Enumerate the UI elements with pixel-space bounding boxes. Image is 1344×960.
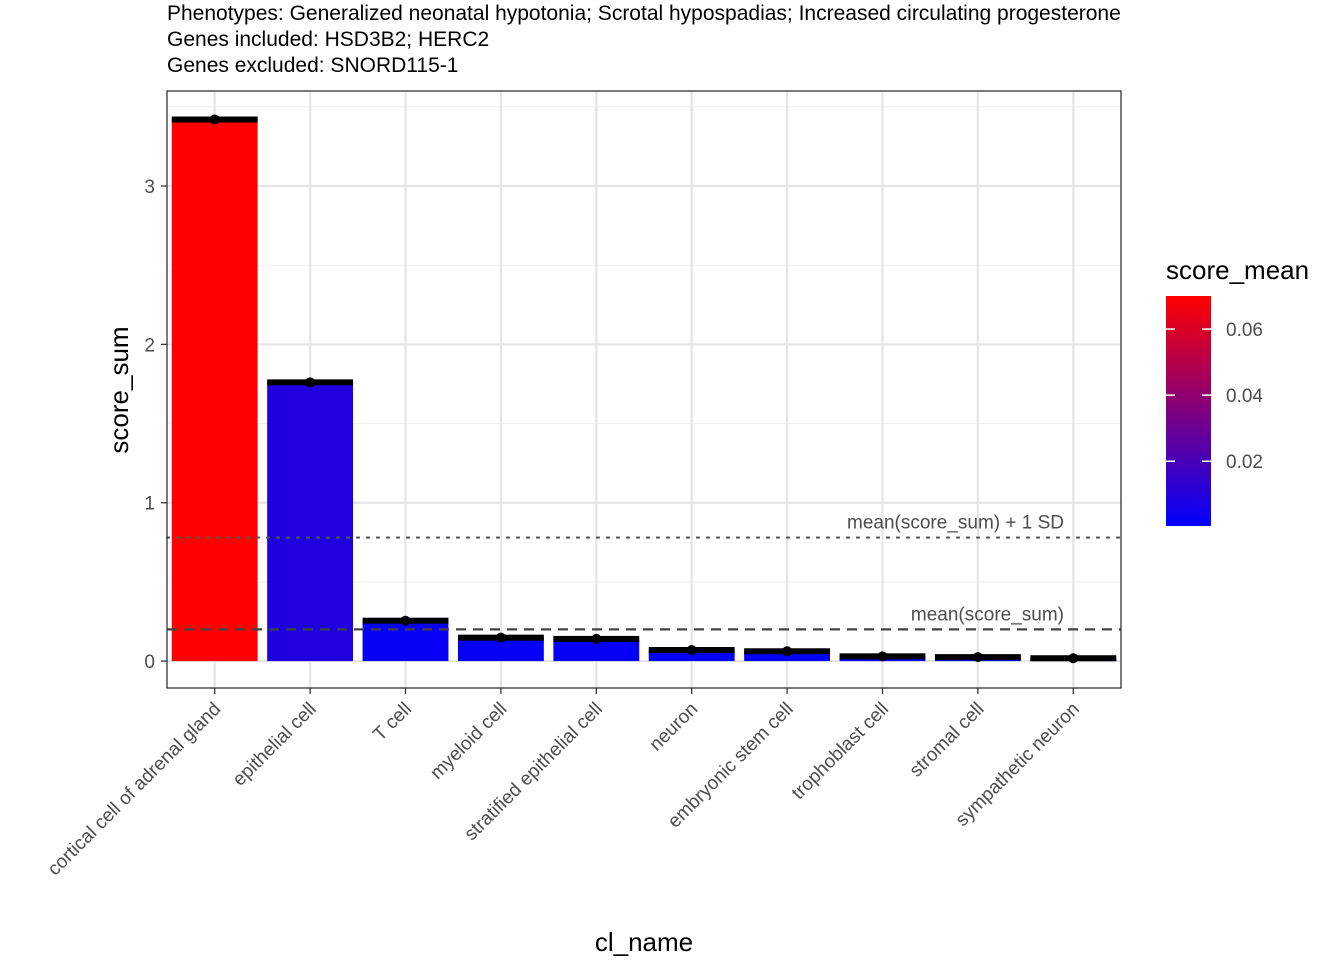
- y-tick-label: 3: [144, 177, 155, 198]
- y-axis-title: score_sum: [104, 326, 134, 453]
- x-tick-label: T cell: [369, 699, 416, 746]
- point: [782, 646, 793, 657]
- legend-tick-label: 0.06: [1226, 320, 1263, 341]
- legend-tick-label: 0.02: [1226, 452, 1263, 473]
- x-axis: cortical cell of adrenal gland epithelial…: [44, 688, 1084, 880]
- x-tick-label: epithelial cell: [229, 699, 321, 791]
- point: [591, 633, 602, 644]
- bar: [553, 638, 640, 662]
- bar: [171, 119, 258, 662]
- point: [1068, 653, 1079, 664]
- point: [972, 652, 983, 663]
- x-tick-label: neuron: [646, 699, 703, 756]
- bar: [267, 382, 354, 662]
- title-line-phenotypes: Phenotypes: Generalized neonatal hypoton…: [167, 2, 1121, 25]
- reference-lines: mean(score_sum) mean(score_sum) + 1 SD: [165, 513, 1123, 631]
- title-line-genes-included: Genes included: HSD3B2; HERC2: [167, 28, 489, 51]
- point: [877, 651, 888, 662]
- bar: [362, 620, 449, 662]
- bar: [648, 649, 735, 662]
- legend-title: score_mean: [1166, 255, 1309, 285]
- point: [686, 644, 697, 655]
- y-tick-label: 0: [144, 652, 155, 673]
- legend: score_mean 0.02 0.04 0.06: [1166, 255, 1309, 526]
- point: [495, 632, 506, 643]
- point: [209, 114, 220, 125]
- x-tick-label: myeloid cell: [426, 699, 511, 784]
- legend-colorbar: [1166, 296, 1211, 526]
- point: [400, 615, 411, 626]
- plot-border: [166, 90, 1122, 689]
- y-tick-label: 1: [144, 494, 155, 515]
- bar: [457, 637, 544, 662]
- legend-tick-label: 0.04: [1226, 386, 1263, 407]
- x-tick-label: stromal cell: [906, 699, 989, 782]
- x-axis-title: cl_name: [595, 927, 693, 957]
- point: [305, 377, 316, 388]
- y-axis: 0 1 2 3: [144, 177, 167, 673]
- y-tick-label: 2: [144, 335, 155, 356]
- reference-line-label: mean(score_sum) + 1 SD: [847, 513, 1064, 534]
- x-tick-label: trophoblast cell: [788, 699, 893, 804]
- title-line-genes-excluded: Genes excluded: SNORD115-1: [167, 54, 458, 77]
- x-tick-label: cortical cell of adrenal gland: [44, 699, 225, 880]
- reference-line-label: mean(score_sum): [911, 604, 1064, 625]
- bars: [171, 114, 1117, 664]
- legend-ticks: 0.02 0.04 0.06: [1166, 320, 1263, 473]
- chart-title: Phenotypes: Generalized neonatal hypoton…: [167, 2, 1121, 77]
